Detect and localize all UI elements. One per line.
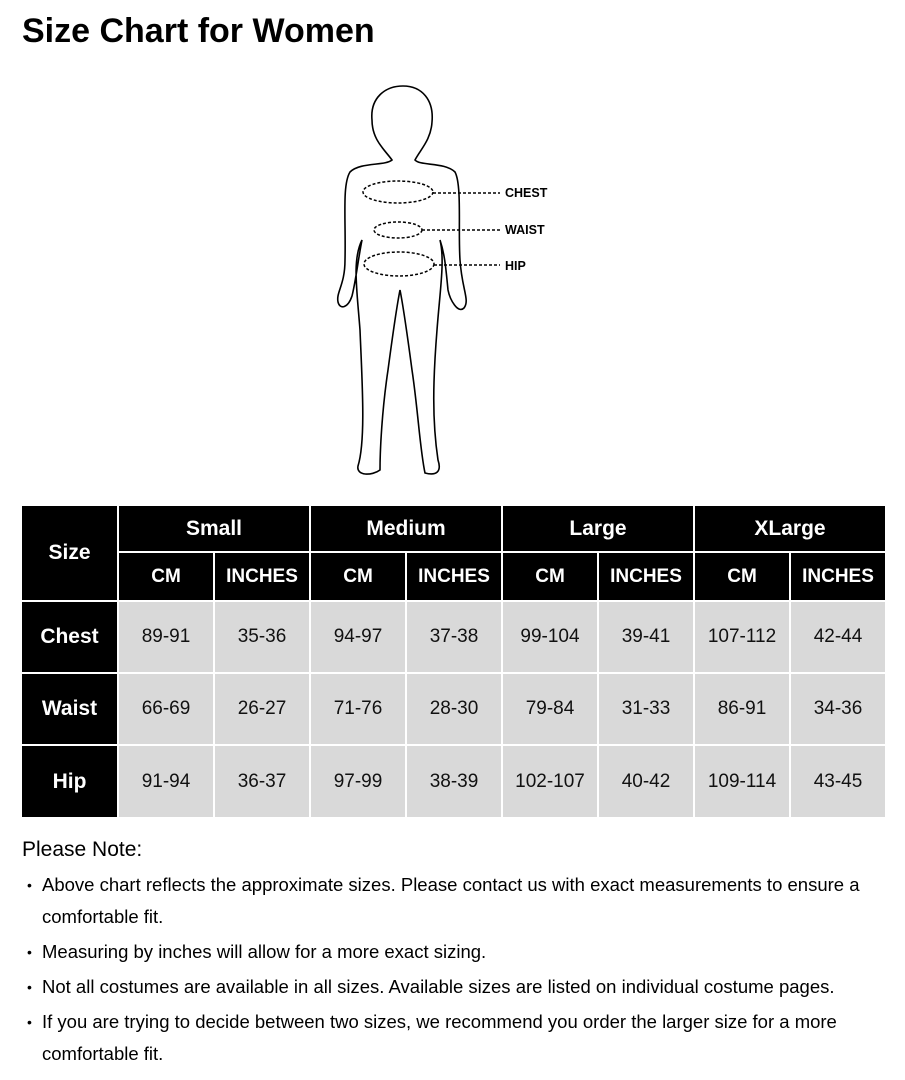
measurement-cell: 94-97 xyxy=(311,602,405,672)
measurement-cell: 97-99 xyxy=(311,746,405,817)
notes-list: Above chart reflects the approximate siz… xyxy=(22,869,892,1070)
measurement-cell: 71-76 xyxy=(311,674,405,744)
measurement-cell: 43-45 xyxy=(791,746,885,817)
note-item: If you are trying to decide between two … xyxy=(22,1006,892,1070)
body-measurement-figure: CHEST WAIST HIP xyxy=(336,85,548,475)
measurement-cell: 35-36 xyxy=(215,602,309,672)
row-header: Waist xyxy=(22,674,117,744)
measurement-cell: 109-114 xyxy=(695,746,789,817)
unit-header: INCHES xyxy=(215,553,309,600)
measurement-cell: 31-33 xyxy=(599,674,693,744)
size-group-header: XLarge xyxy=(695,506,885,551)
hip-label: HIP xyxy=(505,259,526,273)
measurement-cell: 28-30 xyxy=(407,674,501,744)
measurement-cell: 79-84 xyxy=(503,674,597,744)
body-silhouette xyxy=(336,85,467,475)
measurement-cell: 102-107 xyxy=(503,746,597,817)
note-item: Above chart reflects the approximate siz… xyxy=(22,869,892,933)
row-header: Chest xyxy=(22,602,117,672)
measurement-cell: 99-104 xyxy=(503,602,597,672)
measurement-cell: 42-44 xyxy=(791,602,885,672)
unit-header: INCHES xyxy=(599,553,693,600)
waist-label: WAIST xyxy=(505,223,545,237)
hip-measure-ellipse xyxy=(363,251,435,277)
measurement-cell: 66-69 xyxy=(119,674,213,744)
measurement-cell: 36-37 xyxy=(215,746,309,817)
note-item: Measuring by inches will allow for a mor… xyxy=(22,936,892,968)
unit-header: CM xyxy=(311,553,405,600)
measurement-cell: 89-91 xyxy=(119,602,213,672)
size-group-header: Medium xyxy=(311,506,501,551)
measurement-cell: 26-27 xyxy=(215,674,309,744)
unit-header: CM xyxy=(503,553,597,600)
unit-header: CM xyxy=(695,553,789,600)
measurement-cell: 40-42 xyxy=(599,746,693,817)
unit-header: INCHES xyxy=(791,553,885,600)
chest-measure-ellipse xyxy=(362,180,434,204)
measurement-cell: 39-41 xyxy=(599,602,693,672)
notes-section: Please Note: Above chart reflects the ap… xyxy=(22,838,892,1073)
unit-header: INCHES xyxy=(407,553,501,600)
size-group-header: Large xyxy=(503,506,693,551)
measurement-cell: 34-36 xyxy=(791,674,885,744)
chest-label: CHEST xyxy=(505,186,548,200)
page-title: Size Chart for Women xyxy=(22,12,375,50)
waist-measure-ellipse xyxy=(373,221,423,239)
size-chart-table: Size Small Medium Large XLarge CM INCHES CM INCH… xyxy=(22,506,885,817)
row-header: Hip xyxy=(22,746,117,817)
notes-heading: Please Note: xyxy=(22,838,143,861)
measurement-cell: 38-39 xyxy=(407,746,501,817)
size-header: Size xyxy=(22,506,117,600)
size-group-header: Small xyxy=(119,506,309,551)
unit-header: CM xyxy=(119,553,213,600)
measurement-cell: 86-91 xyxy=(695,674,789,744)
measurement-cell: 91-94 xyxy=(119,746,213,817)
note-item: Not all costumes are available in all si… xyxy=(22,971,892,1003)
measurement-cell: 107-112 xyxy=(695,602,789,672)
measurement-cell: 37-38 xyxy=(407,602,501,672)
